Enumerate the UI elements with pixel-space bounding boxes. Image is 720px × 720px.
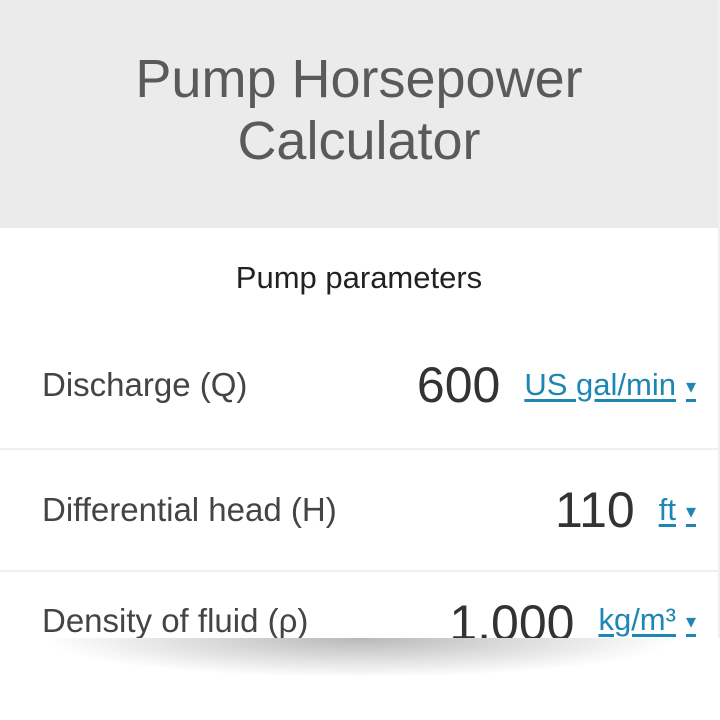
field-label: Differential head (H) xyxy=(42,491,337,528)
field-label: Density of fluid (ρ) xyxy=(42,602,309,638)
row-differential-head: Differential head (H) 110 ft ▾ xyxy=(0,450,718,572)
caret-down-icon: ▾ xyxy=(685,611,696,634)
row-density: Density of fluid (ρ) 1,000 kg/m³ ▾ xyxy=(0,572,718,638)
density-input[interactable]: 1,000 xyxy=(449,595,575,638)
unit-label: ft xyxy=(658,492,676,527)
unit-dropdown[interactable]: ft ▾ xyxy=(659,492,696,528)
row-discharge: Discharge (Q) 600 US gal/min ▾ xyxy=(0,322,718,450)
unit-dropdown[interactable]: US gal/min ▾ xyxy=(524,367,696,403)
header: Pump Horsepower Calculator xyxy=(0,0,718,228)
page-title: Pump Horsepower Calculator xyxy=(135,49,583,171)
unit-label: kg/m³ xyxy=(598,602,676,637)
unit-dropdown[interactable]: kg/m³ ▾ xyxy=(598,602,696,638)
section-title: Pump parameters xyxy=(235,260,483,295)
caret-down-icon: ▾ xyxy=(685,376,696,399)
card-shadow xyxy=(40,638,680,678)
discharge-input[interactable]: 600 xyxy=(416,357,501,413)
unit-label: US gal/min xyxy=(524,367,676,402)
calculator-card: Pump Horsepower Calculator Pump paramete… xyxy=(0,0,720,638)
head-input[interactable]: 110 xyxy=(555,482,635,538)
caret-down-icon: ▾ xyxy=(685,501,696,524)
field-label: Discharge (Q) xyxy=(42,366,248,403)
